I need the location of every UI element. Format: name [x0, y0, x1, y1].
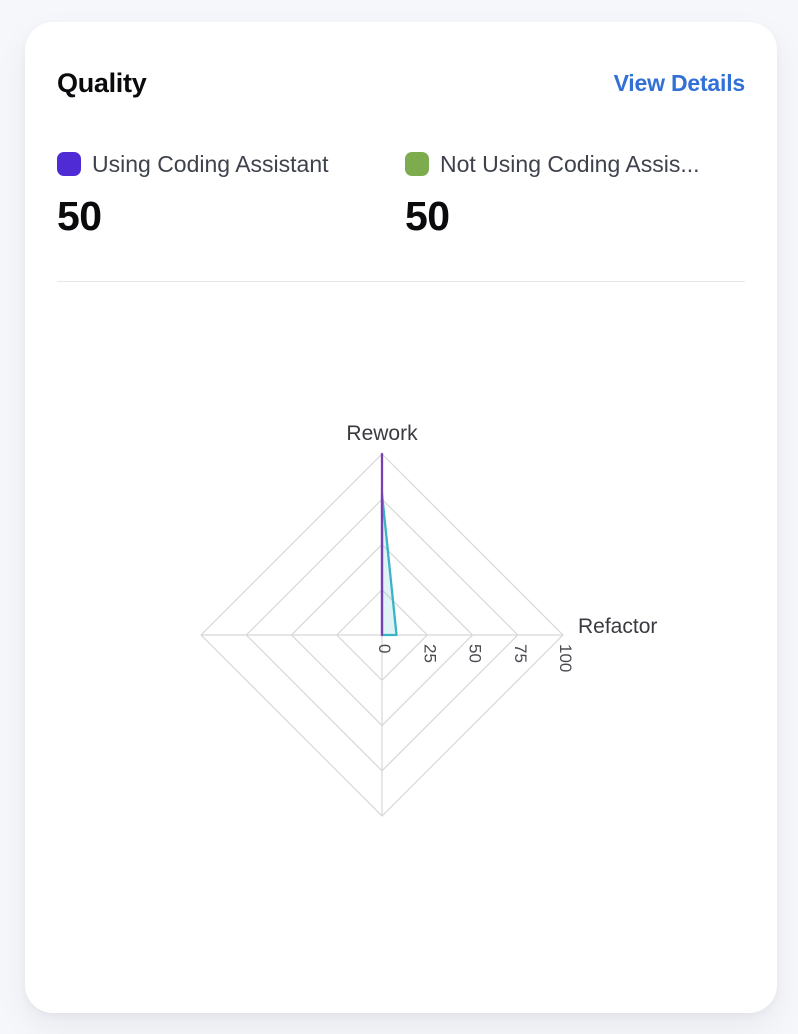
legend-column: Not Using Coding Assis... 50: [405, 149, 745, 239]
quality-radar-chart: Rework Refactor 0 25 50 75 100: [200, 422, 657, 817]
divider: [57, 281, 745, 283]
radar-axis-label-refactor: Refactor: [578, 615, 657, 638]
radar-axis-label-rework: Rework: [346, 422, 418, 445]
radar-tick-label: 25: [420, 644, 439, 663]
radar-tick-label: 0: [375, 644, 394, 653]
legend-swatch-icon: [405, 152, 429, 176]
radar-series-not-using-coding-assistant: [380, 492, 398, 637]
radar-tick-label: 50: [466, 644, 485, 663]
legend-column: Using Coding Assistant 50: [57, 149, 405, 239]
chart-area: Rework Refactor 0 25 50 75 100: [25, 282, 777, 996]
legend: Using Coding Assistant 50 Not Using Codi…: [57, 149, 745, 239]
card-header: Quality View Details: [57, 68, 745, 99]
legend-value: 50: [57, 193, 102, 239]
legend-item[interactable]: Not Using Coding Assis...: [405, 149, 745, 179]
legend-label: Using Coding Assistant: [92, 150, 329, 177]
page-title: Quality: [57, 68, 147, 98]
view-details-link[interactable]: View Details: [613, 70, 746, 96]
quality-card: Quality View Details Using Coding Assist…: [25, 22, 777, 1013]
radar-tick-label: 100: [556, 644, 575, 672]
legend-label: Not Using Coding Assis...: [440, 150, 700, 177]
radar-tick-label: 75: [511, 644, 530, 663]
legend-value: 50: [405, 193, 450, 239]
legend-swatch-icon: [57, 152, 81, 176]
legend-item[interactable]: Using Coding Assistant: [57, 149, 405, 179]
